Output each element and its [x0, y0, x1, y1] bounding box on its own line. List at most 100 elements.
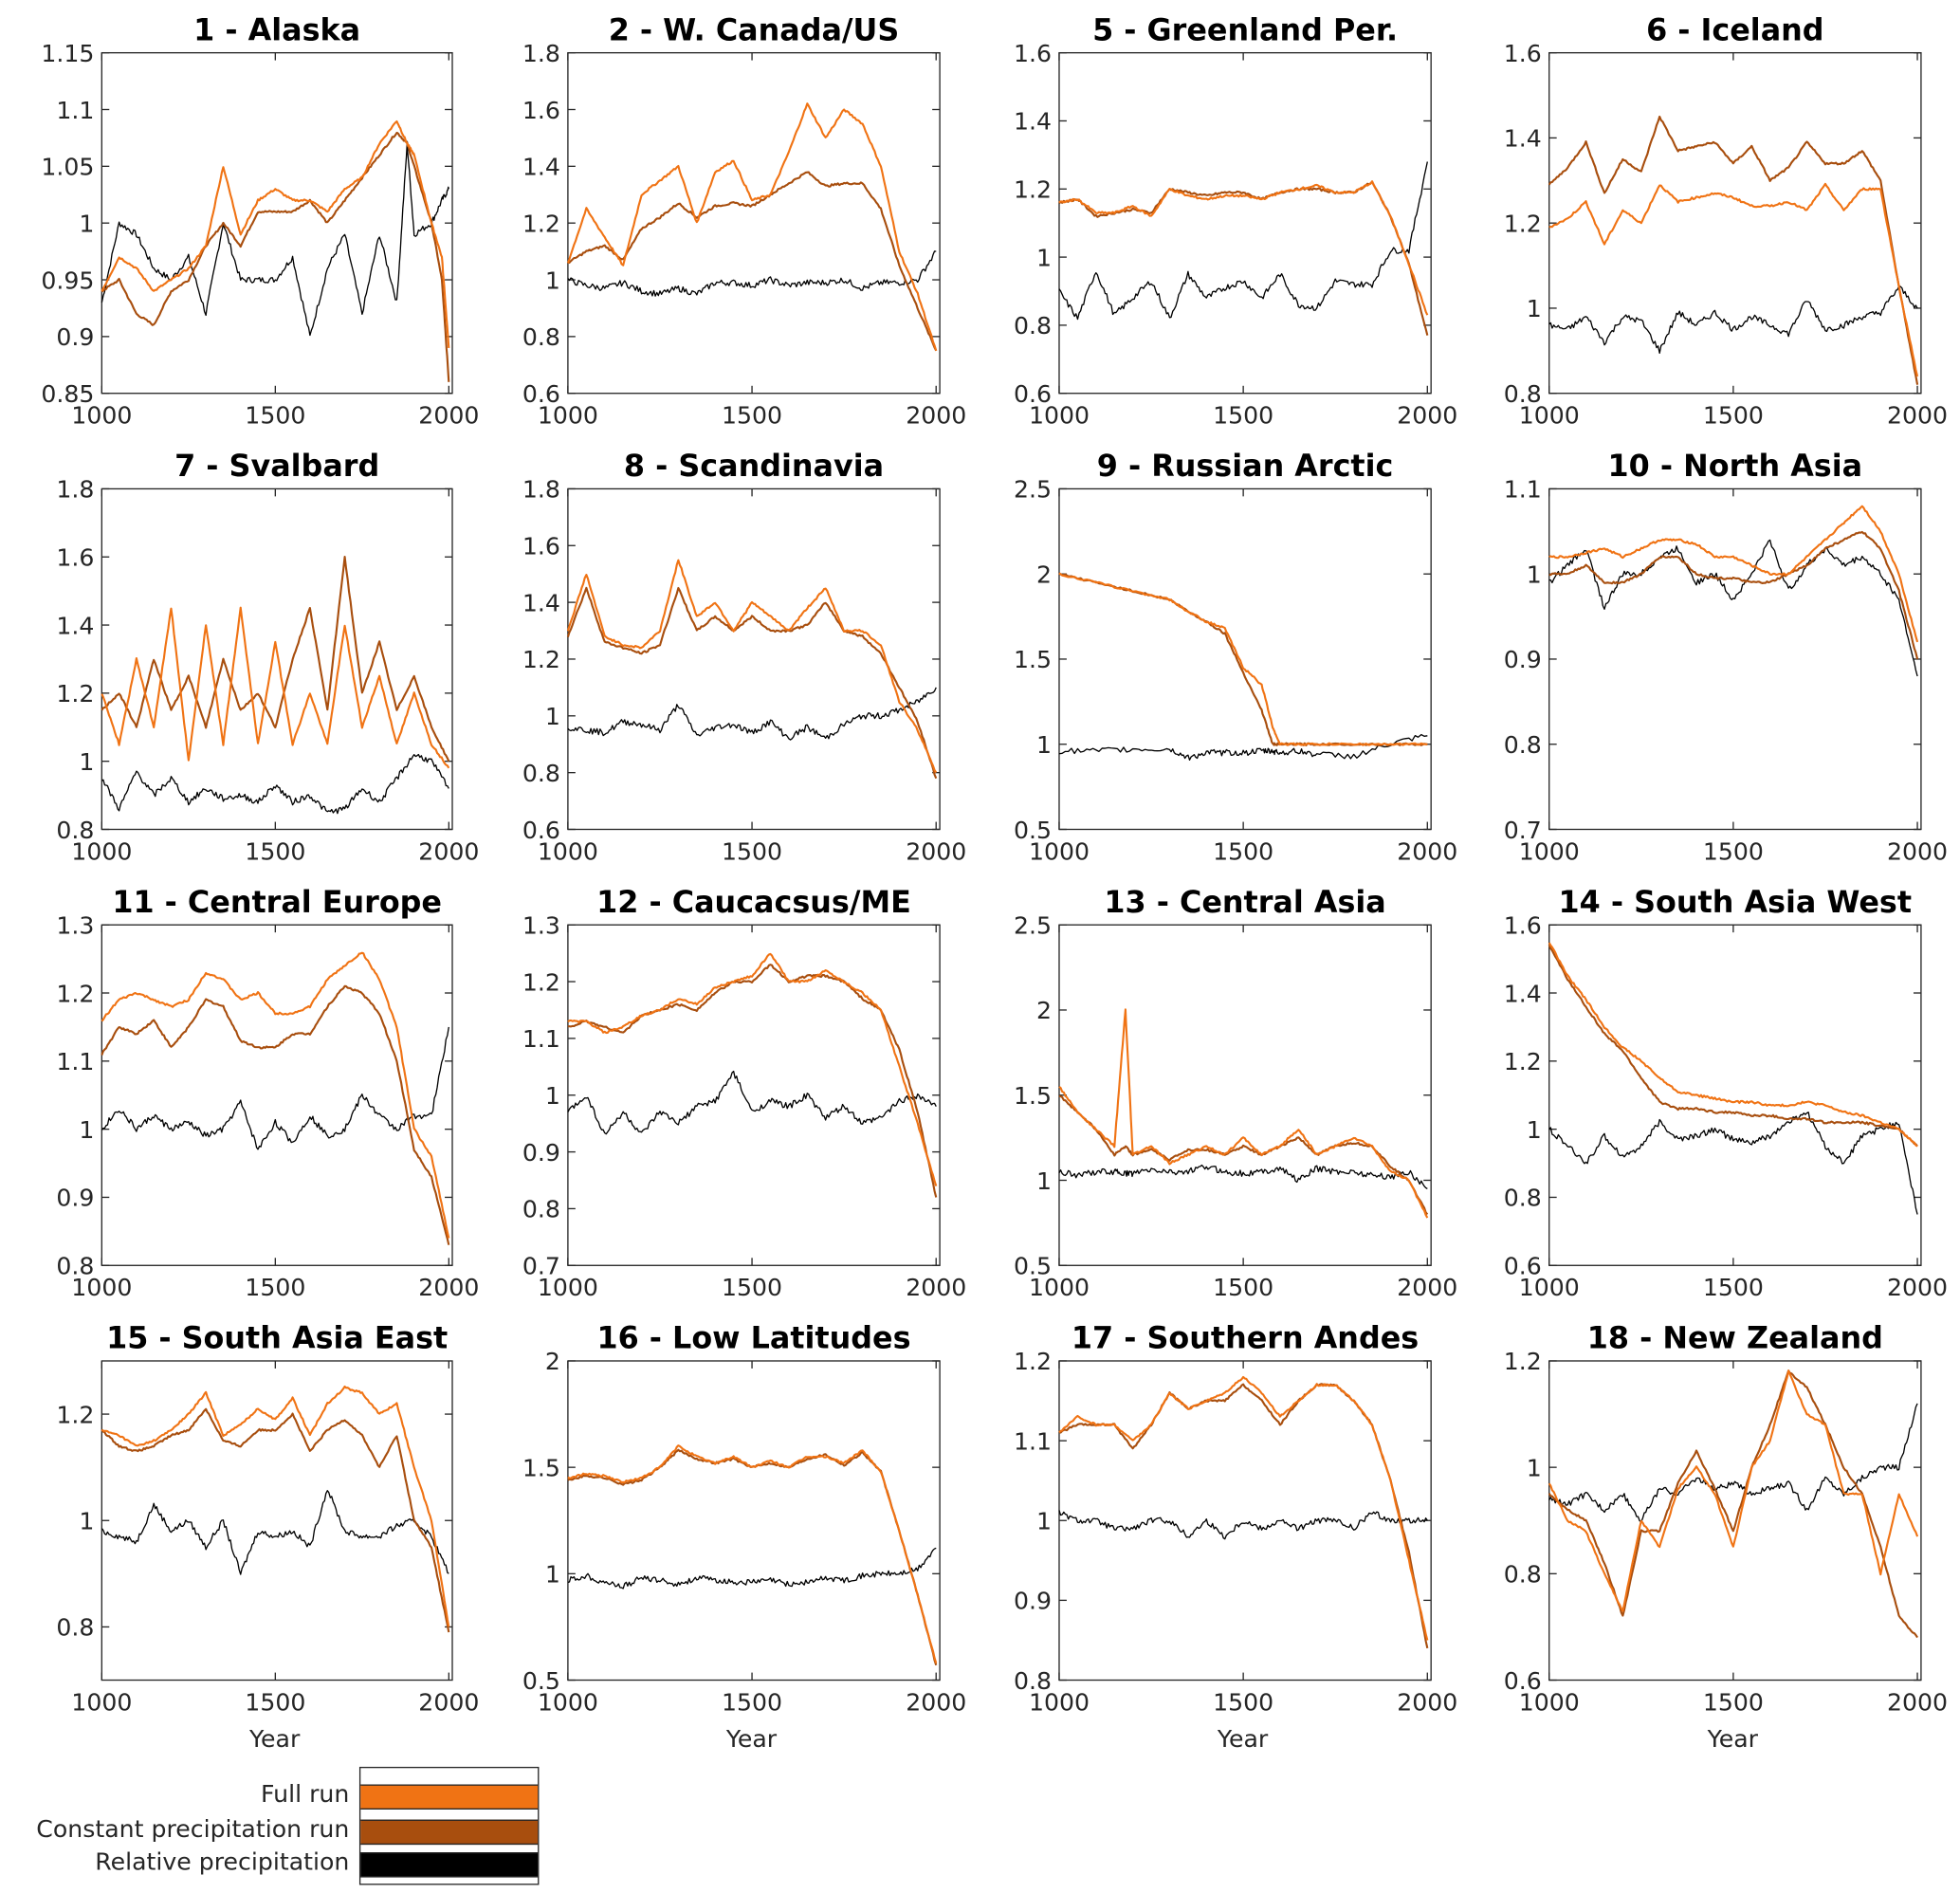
y-tick-label: 1: [79, 1508, 94, 1535]
legend: Full run Constant precipitation run Relati…: [0, 1759, 553, 1892]
series-line-constant-precipitation-run: [566, 586, 938, 780]
y-tick-label: 0.6: [522, 380, 560, 408]
series-line-full-run: [101, 119, 450, 348]
x-tick-label: 1000: [1519, 1688, 1580, 1716]
plot-area: 1000 1500 2000 0.6 0.8 1 1.2 1.4 1.6 1.8: [522, 476, 966, 866]
y-tick-label: 1.4: [1014, 108, 1052, 136]
series-line-full-run: [101, 1385, 450, 1627]
x-axis-label: Year: [725, 1725, 778, 1754]
y-tick-label: 1: [79, 210, 94, 237]
x-tick-label: 1000: [538, 402, 598, 430]
panel-title: 9 - Russian Arctic: [1096, 449, 1394, 485]
y-tick-label: 2: [1036, 997, 1052, 1024]
plot-area: 1000 1500 2000 0.8 1 1.2 1.4 1.6: [1504, 40, 1948, 430]
y-tick-label: 1.6: [1504, 40, 1542, 67]
y-tick-label: 0.9: [1014, 1588, 1052, 1615]
panel-title: 18 - New Zealand: [1586, 1320, 1883, 1356]
y-tick-label: 0.5: [1014, 817, 1052, 844]
x-tick-label: 1500: [245, 1274, 305, 1301]
x-tick-label: 1000: [1029, 1688, 1090, 1716]
y-tick-label: 1.2: [56, 1401, 94, 1428]
series-line-relative-precipitation: [1548, 1112, 1918, 1215]
series-line-relative-precipitation: [101, 140, 449, 337]
axes-box: [567, 1360, 941, 1682]
panel-title: 15 - South Asia East: [106, 1320, 449, 1356]
series-line-relative-precipitation: [567, 1547, 937, 1590]
panel-9: 11 - Central Europe 1000 1500 2000 0.8 0.9 1 1.…: [27, 874, 490, 1341]
y-tick-label: 0.8: [1504, 380, 1542, 408]
panel-title: 14 - South Asia West: [1558, 884, 1913, 920]
y-tick-label: 1.6: [522, 533, 560, 561]
y-tick-label: 0.8: [522, 1196, 560, 1223]
x-tick-label: 1000: [1519, 837, 1580, 865]
axes-box: [1058, 1360, 1432, 1682]
y-tick-label: 0.5: [1014, 1253, 1052, 1280]
panel-title: 10 - North Asia: [1607, 449, 1863, 485]
axes-box: [101, 924, 453, 1266]
plot-area: 1000 1500 2000 0.85 0.9 0.95 1 1.05 1.1 1.15: [41, 40, 479, 430]
y-tick-label: 1: [545, 266, 560, 294]
x-tick-label: 2000: [1397, 837, 1457, 865]
y-tick-label: 2: [1036, 561, 1052, 588]
plot-area: 1000 1500 2000 0.7 0.8 0.9 1 1.1: [1504, 476, 1948, 866]
plot-area: 1000 1500 2000 0.6 0.8 1 1.2 1.4 1.6 1.8: [522, 40, 966, 430]
plot-area: 1000 1500 2000 0.8 0.9 1 1.1 1.2: [1014, 1348, 1457, 1716]
x-tick-label: 1500: [245, 402, 305, 430]
axes-box: [1548, 1360, 1922, 1682]
x-tick-label: 1500: [1703, 1274, 1764, 1301]
series-line-constant-precipitation-run: [101, 556, 450, 763]
y-tick-label: 1.8: [522, 40, 560, 67]
series-line-full-run: [1058, 572, 1428, 746]
y-tick-label: 1.6: [1504, 911, 1542, 939]
y-tick-label: 1.5: [1014, 1082, 1052, 1110]
legend-label: Full run: [261, 1780, 350, 1809]
axes-box: [1058, 487, 1432, 831]
series-line-constant-precipitation-run: [567, 171, 938, 352]
y-tick-label: 1.1: [1504, 476, 1542, 504]
y-tick-label: 0.8: [1504, 731, 1542, 759]
x-tick-label: 1000: [1029, 1274, 1090, 1301]
y-tick-label: 1: [1036, 731, 1052, 759]
plot-area: 1000 1500 2000 0.6 0.8 1 1.2 1.4 1.6: [1504, 911, 1948, 1301]
y-tick-label: 1.1: [56, 1048, 94, 1075]
series-line-constant-precipitation-run: [567, 964, 938, 1198]
series-line-constant-precipitation-run: [101, 131, 450, 382]
series-line-full-run: [1548, 182, 1919, 377]
y-tick-label: 1: [1527, 295, 1542, 322]
y-tick-label: 0.8: [1014, 1667, 1052, 1695]
y-tick-label: 1: [1036, 1508, 1052, 1535]
x-tick-label: 1500: [1703, 1688, 1764, 1716]
series-line-full-run: [1548, 505, 1919, 643]
x-tick-label: 2000: [418, 837, 479, 865]
panel-12: 14 - South Asia West 1000 1500 2000 0.6 0.8 1 1…: [1474, 874, 1958, 1341]
y-tick-label: 1.1: [56, 97, 94, 124]
plot-area: 1000 1500 2000 0.8 1 1.2: [56, 1360, 479, 1716]
plot-area: 1000 1500 2000 0.8 1 1.2 1.4 1.6 1.8: [56, 476, 479, 866]
panel-11: 13 - Central Asia 1000 1500 2000 0.5 1 1.5 2 2.5: [983, 874, 1468, 1341]
y-tick-label: 1.3: [56, 911, 94, 939]
x-tick-label: 2000: [1397, 1274, 1457, 1301]
series-line-full-run: [1548, 942, 1918, 1148]
plot-area: 1000 1500 2000 0.5 1 1.5 2: [522, 1348, 966, 1716]
y-tick-label: 0.6: [1014, 380, 1052, 408]
x-tick-label: 1000: [538, 837, 598, 865]
y-tick-label: 1.2: [522, 646, 560, 673]
series-line-full-run: [1058, 1375, 1429, 1641]
y-tick-label: 1.2: [1504, 1348, 1542, 1375]
series-line-full-run: [1548, 1369, 1919, 1612]
series-line-full-run: [567, 1444, 938, 1663]
series-line-full-run: [1058, 1008, 1429, 1219]
y-tick-label: 1.6: [522, 97, 560, 124]
y-tick-label: 0.9: [1504, 646, 1542, 673]
axes-box: [101, 1360, 453, 1682]
x-tick-label: 1500: [1703, 837, 1764, 865]
x-tick-label: 1000: [71, 1274, 132, 1301]
panel-title: 2 - W. Canada/US: [608, 12, 900, 48]
y-tick-label: 1.4: [1504, 125, 1542, 153]
series-line-constant-precipitation-run: [1548, 944, 1918, 1148]
panel-title: 11 - Central Europe: [112, 884, 443, 920]
y-tick-label: 0.9: [522, 1139, 560, 1167]
panel-title: 5 - Greenland Per.: [1092, 12, 1399, 48]
y-tick-label: 1.6: [1014, 40, 1052, 67]
